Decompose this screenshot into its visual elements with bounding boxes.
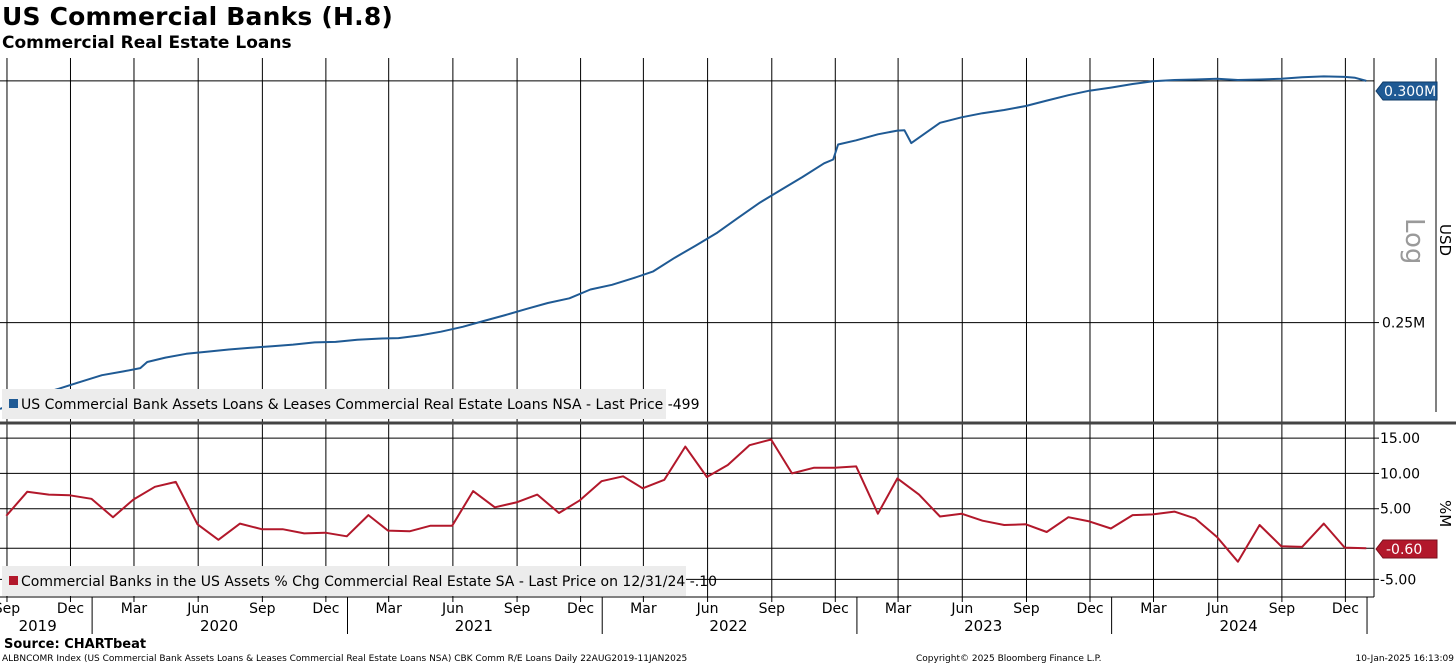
top-last-value-text: 0.300M bbox=[1384, 84, 1436, 100]
bottom-last-value-tag: -0.60 bbox=[1375, 539, 1438, 559]
top-series-line bbox=[0, 75, 1367, 410]
year-label: 2024 bbox=[1220, 617, 1258, 635]
x-tick-label: Sep bbox=[1269, 601, 1296, 617]
bottom-y-tick-label: 15.00 bbox=[1380, 431, 1420, 447]
axis-layer: Sep Dec Mar Jun Sep Dec Mar Jun Sep Dec Mar Jun Sep D… bbox=[0, 58, 1456, 635]
top-legend-background bbox=[2, 389, 666, 419]
bottom-y-tick-label: 5.00 bbox=[1380, 502, 1411, 518]
year-label: 2019 bbox=[19, 617, 57, 635]
year-label: 2021 bbox=[455, 617, 493, 635]
grid-layer bbox=[0, 58, 1374, 597]
top-legend-text: US Commercial Bank Assets Loans & Leases… bbox=[21, 397, 700, 413]
x-tick-label: Dec bbox=[1076, 601, 1103, 617]
bottom-legend-swatch bbox=[9, 576, 18, 585]
x-tick-label: Mar bbox=[630, 601, 657, 617]
bottom-unit-label: %M bbox=[1436, 500, 1454, 527]
x-tick-label: Mar bbox=[885, 601, 912, 617]
year-label: 2023 bbox=[964, 617, 1002, 635]
x-tick-label: Jun bbox=[950, 601, 973, 617]
top-unit-label: USD bbox=[1436, 224, 1454, 256]
bottom-last-value-shape bbox=[1375, 539, 1438, 559]
bottom-legend-text: Commercial Banks in the US Assets % Chg … bbox=[21, 574, 717, 590]
x-tick-label: Mar bbox=[375, 601, 402, 617]
x-tick-label: Dec bbox=[312, 601, 339, 617]
bottom-last-value-text: -0.60 bbox=[1386, 542, 1422, 558]
bottom-series-line bbox=[5, 438, 1367, 563]
series-layer bbox=[0, 75, 1367, 563]
top-legend: US Commercial Bank Assets Loans & Leases… bbox=[2, 389, 700, 419]
footer-description: ALBNCOMR Index (US Commercial Bank Asset… bbox=[2, 654, 688, 664]
x-tick-label: Jun bbox=[186, 601, 209, 617]
log-scale-label: Log bbox=[1399, 218, 1429, 264]
x-tick-label: Dec bbox=[822, 601, 849, 617]
bottom-legend-background bbox=[2, 566, 686, 596]
bottom-legend: Commercial Banks in the US Assets % Chg … bbox=[2, 566, 717, 596]
year-label: 2020 bbox=[200, 617, 238, 635]
x-tick-label: Dec bbox=[57, 601, 84, 617]
x-tick-label: Sep bbox=[504, 601, 531, 617]
bottom-y-tick-label: 10.00 bbox=[1380, 466, 1420, 482]
x-tick-label: Dec bbox=[567, 601, 594, 617]
x-tick-label: Sep bbox=[249, 601, 276, 617]
x-tick-label: Mar bbox=[1140, 601, 1167, 617]
year-label: 2022 bbox=[709, 617, 747, 635]
x-tick-label: Sep bbox=[759, 601, 786, 617]
top-y-tick-label: 0.25M bbox=[1382, 316, 1425, 332]
x-tick-label: Jun bbox=[696, 601, 719, 617]
chart-subtitle: Commercial Real Estate Loans bbox=[2, 33, 292, 53]
chart-title: US Commercial Banks (H.8) bbox=[2, 2, 394, 31]
source-label: Source: CHARTbeat bbox=[4, 637, 147, 652]
x-tick-label: Sep bbox=[1013, 601, 1040, 617]
bottom-y-tick-label: -5.00 bbox=[1380, 572, 1416, 588]
top-legend-swatch bbox=[9, 399, 18, 408]
top-last-value-tag: 0.300M bbox=[1375, 81, 1438, 101]
x-tick-label: Jun bbox=[1206, 601, 1229, 617]
x-tick-label: Jun bbox=[441, 601, 464, 617]
footer-copyright: Copyright© 2025 Bloomberg Finance L.P. bbox=[916, 654, 1102, 664]
top-last-value-shape bbox=[1375, 81, 1438, 101]
footer-timestamp: 10-Jan-2025 16:13:09 bbox=[1355, 654, 1454, 664]
x-tick-label: Dec bbox=[1332, 601, 1359, 617]
x-tick-label: Mar bbox=[121, 601, 148, 617]
x-tick-label: Sep bbox=[0, 601, 20, 617]
